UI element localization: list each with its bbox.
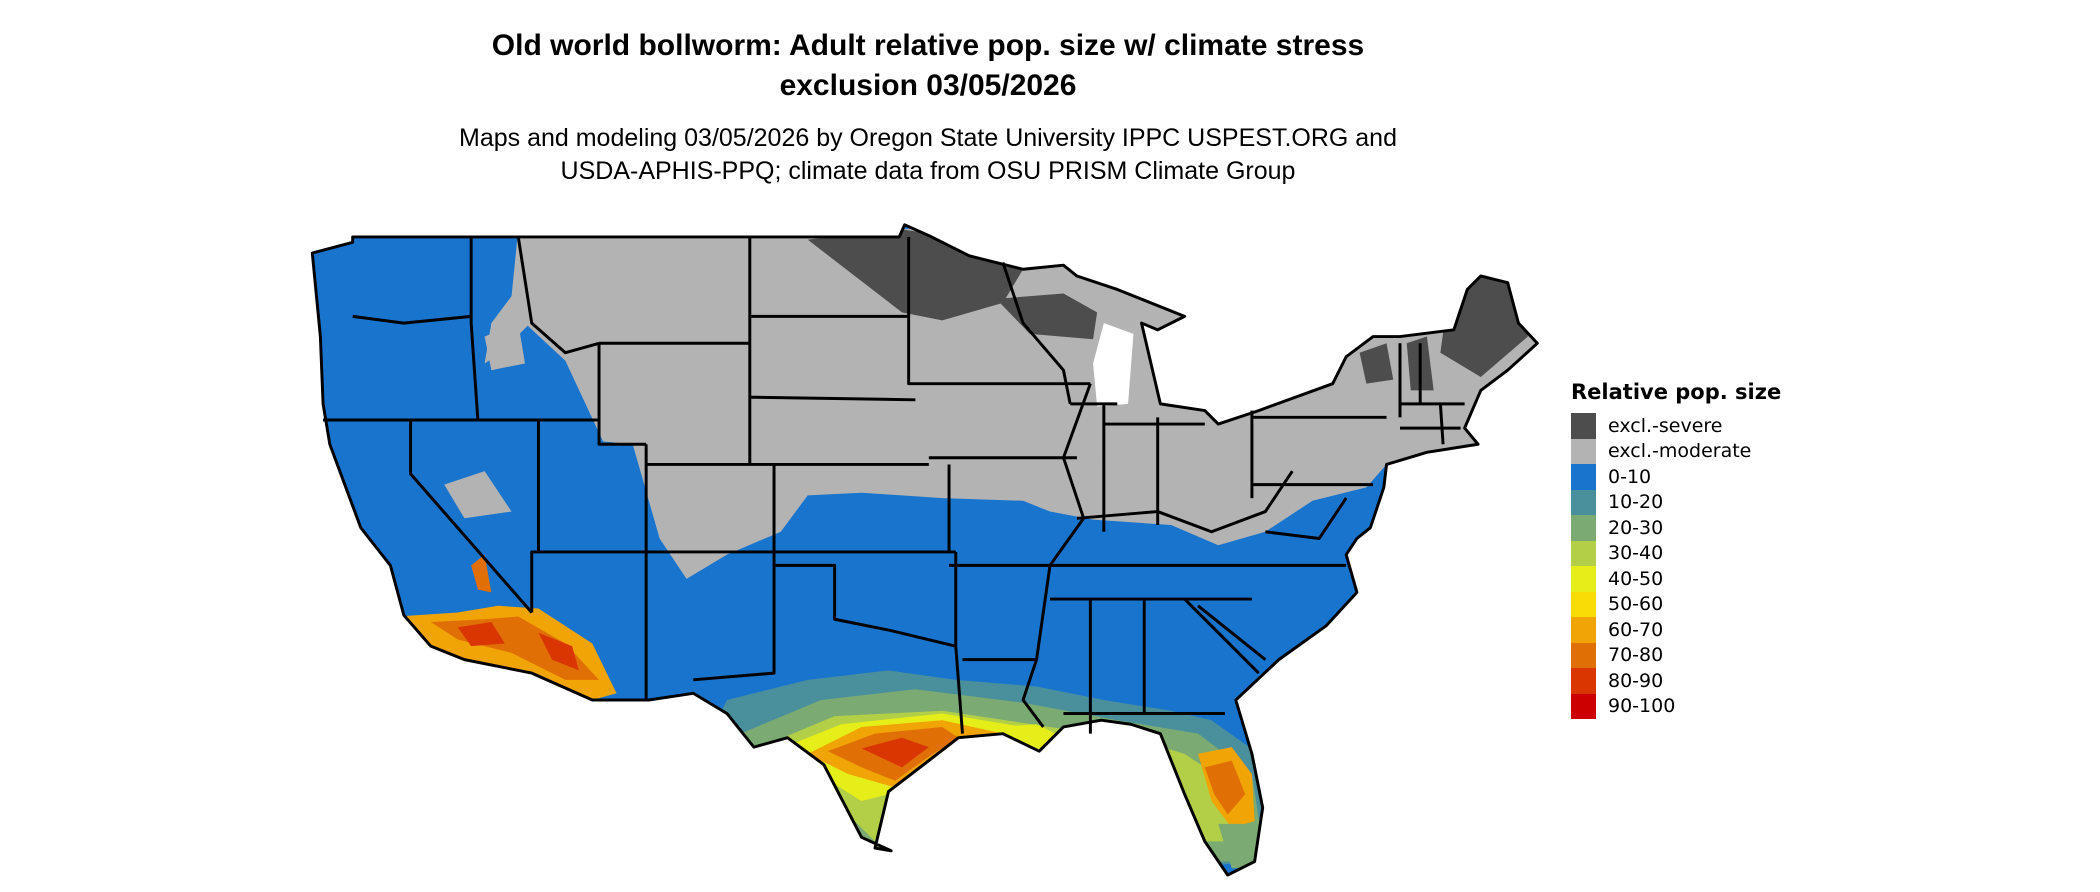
legend-title: Relative pop. size	[1571, 380, 1782, 404]
legend-swatch	[1571, 617, 1596, 643]
map-subtitle-line2: USDA-APHIS-PPQ; climate data from OSU PR…	[560, 157, 1296, 185]
zone-desert-patch	[471, 554, 492, 593]
legend-swatch	[1571, 591, 1596, 617]
legend-item: excl.-moderate	[1571, 438, 1781, 464]
legend-swatch	[1571, 413, 1596, 439]
legend-item: 70-80	[1571, 642, 1781, 668]
legend: Relative pop. size excl.-severe excl.-mod…	[1571, 380, 1781, 719]
legend-swatch	[1571, 566, 1596, 592]
legend-swatch	[1571, 642, 1596, 668]
state-boundaries	[310, 223, 1539, 877]
legend-item: 0-10	[1571, 464, 1781, 490]
legend-label: excl.-severe	[1608, 414, 1723, 437]
legend-label: 30-40	[1608, 542, 1664, 565]
legend-item: 20-30	[1571, 515, 1781, 541]
legend-label: 40-50	[1608, 567, 1664, 590]
legend-swatch	[1571, 693, 1596, 719]
legend-item: excl.-severe	[1571, 413, 1781, 439]
legend-item: 90-100	[1571, 693, 1781, 719]
zone-southwest-80-90	[457, 621, 579, 671]
zone-excl-moderate-patches	[444, 323, 775, 519]
zone-excl-severe-upper-michigan	[996, 293, 1098, 340]
legend-label: 20-30	[1608, 516, 1664, 539]
legend-swatch	[1571, 515, 1596, 541]
legend-label: 0-10	[1608, 465, 1652, 488]
legend-label: excl.-moderate	[1608, 440, 1752, 463]
legend-items: excl.-severe excl.-moderate 0-10 10-20 20-30…	[1571, 413, 1781, 719]
map-title-line1: Old world bollworm: Adult relative pop. …	[491, 29, 1365, 62]
legend-item: 30-40	[1571, 540, 1781, 566]
legend-swatch	[1571, 540, 1596, 566]
legend-item: 80-90	[1571, 668, 1781, 694]
legend-item: 10-20	[1571, 489, 1781, 515]
legend-swatch	[1571, 668, 1596, 694]
legend-item: 60-70	[1571, 617, 1781, 643]
legend-swatch	[1571, 489, 1596, 515]
map-title-line2: exclusion 03/05/2026	[779, 69, 1077, 102]
zone-florida-70-80	[1204, 760, 1246, 815]
lake-michigan	[1093, 323, 1134, 407]
map-subtitle-line1: Maps and modeling 03/05/2026 by Oregon S…	[459, 124, 1397, 152]
zone-florida-20-30	[1218, 823, 1259, 869]
legend-label: 80-90	[1608, 669, 1664, 692]
legend-label: 90-100	[1608, 695, 1676, 718]
legend-swatch	[1571, 464, 1596, 490]
legend-label: 50-60	[1608, 593, 1664, 616]
legend-item: 50-60	[1571, 591, 1781, 617]
legend-item: 40-50	[1571, 566, 1781, 592]
legend-label: 10-20	[1608, 491, 1664, 514]
zone-80-90	[861, 737, 929, 768]
legend-label: 60-70	[1608, 618, 1664, 641]
legend-label: 70-80	[1608, 644, 1664, 667]
legend-swatch	[1571, 438, 1596, 464]
